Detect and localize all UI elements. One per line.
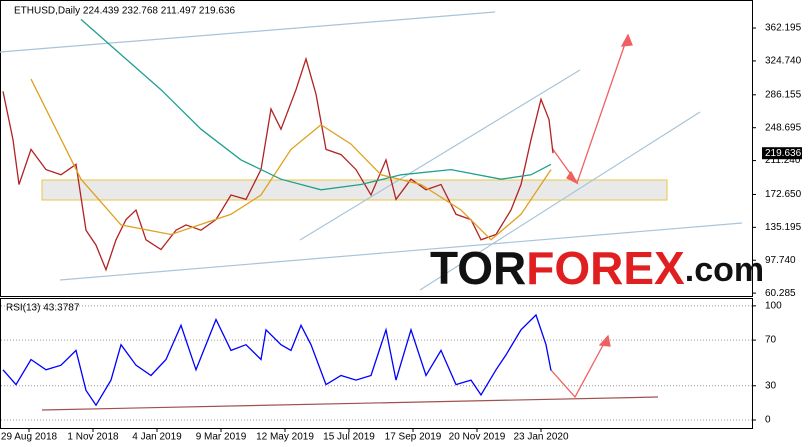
y-tick-label: 362.195	[765, 23, 802, 34]
y-tick-label: 30	[765, 380, 777, 391]
y-tick-label: 70	[765, 335, 777, 346]
series-line	[30, 78, 552, 241]
series-line	[80, 18, 552, 191]
rsi-title: RSI(13) 43.3787	[6, 303, 80, 314]
y-tick-label: 60.285	[765, 288, 796, 299]
y-tick-label: 324.740	[765, 56, 802, 67]
y-tick-label: 248.695	[765, 122, 802, 133]
x-tick-label: 12 May 2019	[256, 432, 314, 443]
y-tick-label: 286.155	[765, 89, 802, 100]
y-tick-label: 211.240	[765, 155, 801, 166]
x-tick-label: 1 Nov 2018	[67, 432, 119, 443]
watermark-part: FOREX	[526, 242, 685, 294]
x-tick-label: 9 Mar 2019	[196, 432, 247, 443]
rsi-panel	[0, 298, 753, 429]
trendline	[299, 69, 581, 241]
arrow-head	[620, 33, 633, 47]
x-tick-label: 29 Aug 2018	[1, 432, 58, 443]
x-tick-label: 15 Jul 2019	[323, 432, 375, 443]
trendlines	[0, 11, 743, 291]
watermark-part: TOR	[430, 242, 526, 294]
trendline	[59, 222, 743, 281]
x-tick-label: 20 Nov 2019	[449, 432, 506, 443]
trendline	[419, 111, 701, 291]
x-tick-label: 4 Jan 2019	[132, 432, 182, 443]
price-label: 219.636	[765, 148, 802, 159]
price-panel	[0, 0, 753, 297]
series-line	[2, 56, 554, 272]
y-tick-label: 97.740	[765, 255, 796, 266]
series-line	[2, 313, 552, 407]
price-label-box	[762, 147, 802, 160]
y-tick-label: 172.650	[765, 189, 802, 200]
chart-title: ETHUSD,Daily 224.439 232.768 211.497 219…	[14, 6, 236, 17]
y-tick-label: 135.195	[765, 222, 802, 233]
rsi-trendline	[41, 396, 659, 411]
arrow	[550, 335, 609, 399]
x-tick-label: 17 Sep 2019	[385, 432, 442, 443]
arrow-head	[566, 170, 579, 185]
y-tick-label: 0	[765, 415, 771, 426]
trendline	[0, 11, 496, 53]
watermark: TORFOREX.com	[430, 242, 764, 294]
support-zone	[41, 179, 668, 201]
watermark-part: .com	[685, 251, 764, 289]
y-tick-label: 100	[765, 300, 782, 311]
x-tick-label: 23 Jan 2020	[513, 432, 568, 443]
